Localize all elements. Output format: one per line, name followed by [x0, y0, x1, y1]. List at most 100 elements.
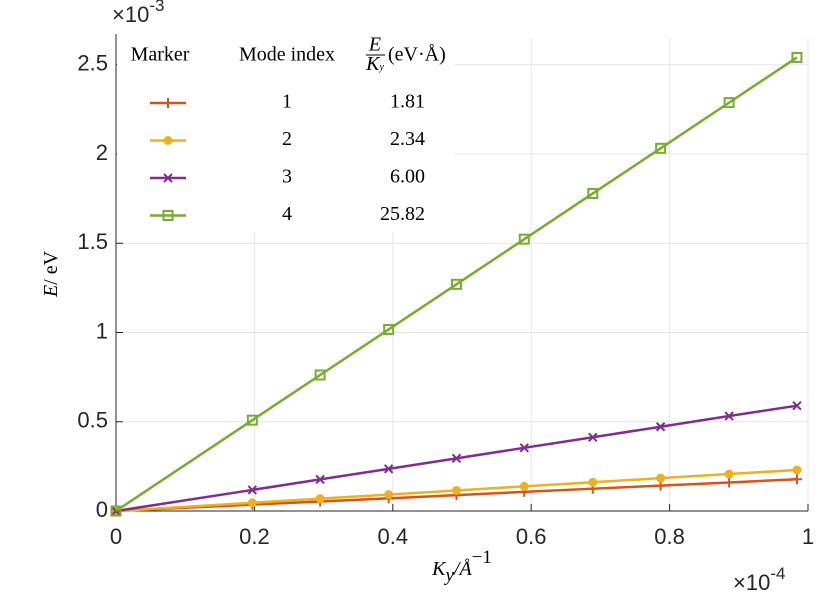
multiplier-base: ×10 [112, 2, 149, 27]
marker [655, 142, 667, 154]
y-tick-label: 0 [96, 497, 108, 522]
marker-shape [162, 210, 174, 221]
legend-value: 1.81 [390, 91, 425, 113]
marker [791, 51, 803, 63]
marker [314, 369, 326, 381]
legend-box [117, 34, 455, 232]
denominator-symbol: K [365, 53, 381, 75]
marker-shape [163, 173, 173, 183]
marker [724, 411, 734, 421]
y-tick-label: 0.5 [77, 408, 108, 433]
marker-shape [383, 464, 394, 474]
legend-value: 6.00 [390, 166, 425, 188]
marker [518, 233, 530, 245]
series-line [115, 468, 798, 513]
legend-entry: 3 [282, 166, 292, 188]
marker-shape [519, 481, 529, 491]
series-line [115, 477, 797, 513]
marker [315, 494, 325, 504]
marker-shape [247, 498, 257, 508]
marker [519, 443, 529, 453]
x-tick-label: 0.6 [516, 524, 547, 549]
marker [588, 477, 598, 487]
y-tick-label: 1.5 [77, 229, 108, 254]
marker-shape [315, 494, 325, 504]
marker-shape [792, 465, 802, 475]
axis-multiplier: ×10-3 [112, 0, 164, 27]
x-label-unit: Å [457, 558, 472, 580]
marker-shape [723, 97, 735, 109]
marker-shape [588, 432, 598, 442]
x-tick-label: 0 [110, 524, 122, 549]
marker [384, 490, 394, 500]
multiplier-exp: -4 [770, 564, 785, 583]
marker-shape [247, 485, 258, 495]
marker-shape [110, 505, 122, 517]
marker [383, 464, 394, 474]
marker-shape [588, 477, 598, 487]
ratio-denominator: Ky [365, 53, 384, 75]
marker [723, 97, 735, 109]
marker-shape [724, 469, 734, 479]
legend-header: Marker [131, 44, 190, 66]
marker-shape [383, 323, 395, 335]
series-line [115, 56, 798, 513]
marker-shape [451, 485, 461, 495]
y-axis-label: E/ eV [40, 250, 62, 298]
marker [383, 323, 395, 335]
marker-shape [518, 233, 530, 245]
marker [655, 422, 666, 432]
marker-shape [655, 422, 666, 432]
marker-shape [791, 474, 802, 485]
x-label-sub: y [443, 565, 454, 586]
marker [163, 173, 173, 183]
marker [451, 485, 461, 495]
ratio-numerator: E [368, 34, 381, 56]
multiplier-base: ×10 [733, 570, 770, 595]
x-tick-label: 1 [802, 524, 814, 549]
marker-shape [724, 477, 735, 488]
x-tick-label: 0.8 [654, 524, 685, 549]
marker-shape [163, 98, 173, 108]
marker [163, 136, 173, 145]
y-label-unit: / eV [40, 250, 62, 284]
multiplier-exp: -3 [149, 0, 164, 15]
marker [791, 474, 802, 485]
marker [162, 210, 174, 221]
marker [588, 432, 598, 442]
marker [110, 505, 122, 517]
x-label-slash: / [453, 558, 462, 580]
marker-shape [450, 278, 462, 290]
y-tick-label: 1 [96, 318, 108, 343]
x-tick-label: 0.2 [239, 524, 270, 549]
y-label-symbol: E [40, 285, 62, 298]
denominator-sub: y [378, 62, 384, 73]
marker [163, 98, 173, 108]
x-label-symbol: K [431, 558, 447, 580]
marker-shape [655, 142, 667, 154]
x-axis-label: Ky/Å−1 [431, 547, 492, 586]
x-label-exp: −1 [472, 547, 492, 568]
marker [724, 477, 735, 488]
marker-shape [792, 400, 802, 411]
series-line [115, 404, 798, 513]
marker [451, 453, 462, 464]
marker-shape [163, 136, 173, 145]
legend-value: 2.34 [390, 128, 425, 150]
marker-shape [587, 187, 599, 199]
marker [792, 400, 802, 411]
marker [656, 473, 666, 483]
legend-value: 25.82 [380, 203, 425, 225]
legend-header: Mode index [239, 44, 335, 66]
marker-shape [656, 473, 666, 483]
marker [247, 485, 258, 495]
marker [315, 474, 325, 485]
x-tick-label: 0.4 [378, 524, 409, 549]
legend-entry: 1 [282, 91, 292, 113]
marker [587, 187, 599, 199]
axis-multiplier: ×10-4 [733, 564, 785, 594]
marker-shape [314, 369, 326, 381]
marker-shape [791, 51, 803, 63]
